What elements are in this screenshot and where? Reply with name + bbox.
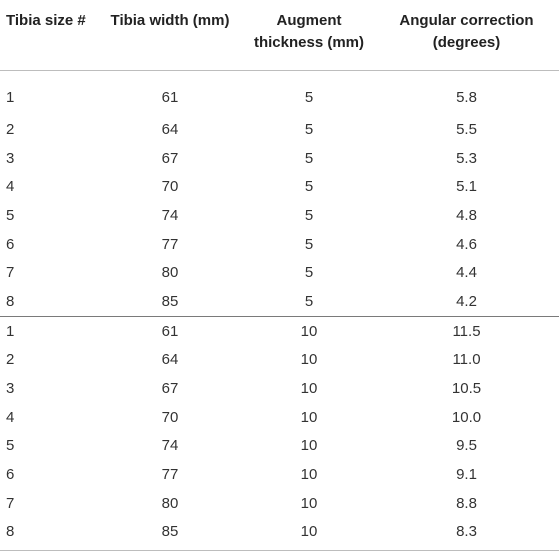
table-row: 2 64 10 11.0 — [0, 346, 559, 375]
table-row: 4 70 10 10.0 — [0, 403, 559, 432]
cell-augment-thickness: 5 — [304, 235, 314, 253]
cell-tibia-size: 2 — [6, 351, 15, 369]
table-row: 1 61 5 5.8 — [0, 71, 559, 116]
cell-augment-thickness: 5 — [304, 264, 314, 282]
table-row: 6 77 5 4.6 — [0, 230, 559, 259]
cell-tibia-size: 8 — [0, 287, 96, 317]
table-group-10mm: 1 61 10 11.5 2 64 10 11.0 3 67 10 10.5 4 70 10 10.0 5 74 1… — [0, 316, 559, 551]
cell-augment-thickness: 5 — [304, 206, 314, 224]
cell-angular-correction: 8.8 — [456, 494, 477, 512]
cell-tibia-size: 8 — [0, 517, 96, 551]
cell-angular-correction: 5.1 — [456, 178, 477, 196]
cell-angular-correction: 11.5 — [452, 322, 481, 340]
header-tibia-width: Tibia width (mm) — [96, 2, 244, 71]
cell-tibia-width: 61 — [161, 322, 179, 340]
cell-angular-correction: 10.0 — [451, 408, 482, 426]
cell-augment-thickness: 5 — [304, 88, 314, 106]
cell-augment-thickness: 5 — [244, 287, 374, 317]
cell-augment-thickness: 10 — [300, 351, 318, 369]
table-row: 2 64 5 5.5 — [0, 115, 559, 144]
cell-augment-thickness: 10 — [300, 322, 318, 340]
cell-tibia-size: 5 — [6, 206, 15, 224]
cell-augment-thickness: 10 — [300, 408, 318, 426]
cell-augment-thickness: 10 — [300, 437, 318, 455]
table-header: Tibia size # Tibia width (mm) Augment th… — [0, 2, 559, 71]
cell-angular-correction: 9.5 — [456, 437, 477, 455]
cell-tibia-width: 85 — [96, 287, 244, 317]
cell-tibia-size: 4 — [6, 408, 15, 426]
cell-tibia-width: 64 — [161, 120, 179, 138]
cell-tibia-width: 67 — [161, 380, 179, 398]
cell-tibia-width: 77 — [161, 235, 179, 253]
cell-tibia-width: 85 — [96, 517, 244, 551]
cell-tibia-width: 64 — [161, 351, 179, 369]
header-row: Tibia size # Tibia width (mm) Augment th… — [0, 2, 559, 71]
cell-angular-correction: 11.0 — [452, 351, 481, 369]
cell-tibia-width: 74 — [161, 437, 179, 455]
table-row: 3 67 5 5.3 — [0, 144, 559, 173]
table-row: 1 61 10 11.5 — [0, 316, 559, 345]
table-row: 7 80 5 4.4 — [0, 258, 559, 287]
cell-tibia-width: 74 — [161, 206, 179, 224]
cell-tibia-width: 80 — [161, 264, 179, 282]
cell-tibia-size: 5 — [6, 437, 15, 455]
cell-angular-correction: 10.5 — [451, 380, 482, 398]
cell-augment-thickness: 10 — [300, 466, 318, 484]
cell-angular-correction: 8.3 — [374, 517, 559, 551]
cell-angular-correction: 9.1 — [456, 466, 477, 484]
header-tibia-size: Tibia size # — [0, 2, 96, 71]
cell-angular-correction: 5.8 — [456, 88, 477, 106]
cell-tibia-width: 67 — [161, 149, 179, 167]
cell-tibia-size: 2 — [6, 120, 15, 138]
cell-tibia-size: 3 — [6, 380, 15, 398]
table-row: 8 85 5 4.2 — [0, 287, 559, 317]
table-row: 5 74 5 4.8 — [0, 201, 559, 230]
cell-tibia-size: 1 — [6, 322, 15, 340]
table-row: 3 67 10 10.5 — [0, 374, 559, 403]
header-angular-correction: Angular correction (degrees) — [374, 2, 559, 71]
cell-tibia-width: 80 — [161, 494, 179, 512]
table-row: 6 77 10 9.1 — [0, 460, 559, 489]
cell-augment-thickness: 5 — [304, 120, 314, 138]
cell-tibia-size: 1 — [6, 88, 15, 106]
cell-augment-thickness: 10 — [300, 380, 318, 398]
cell-angular-correction: 5.3 — [456, 149, 477, 167]
cell-tibia-size: 6 — [6, 235, 15, 253]
cell-tibia-size: 6 — [6, 466, 15, 484]
cell-angular-correction: 5.5 — [456, 120, 477, 138]
cell-augment-thickness: 10 — [300, 494, 318, 512]
cell-tibia-width: 61 — [161, 88, 179, 106]
cell-augment-thickness: 5 — [304, 149, 314, 167]
cell-augment-thickness: 5 — [304, 178, 314, 196]
cell-tibia-width: 77 — [161, 466, 179, 484]
cell-tibia-size: 7 — [6, 264, 15, 282]
cell-angular-correction: 4.6 — [456, 235, 477, 253]
cell-angular-correction: 4.8 — [456, 206, 477, 224]
cell-augment-thickness: 10 — [244, 517, 374, 551]
cell-tibia-size: 4 — [6, 178, 15, 196]
table-row: 8 85 10 8.3 — [0, 517, 559, 551]
table-row: 7 80 10 8.8 — [0, 489, 559, 518]
cell-tibia-size: 3 — [6, 149, 15, 167]
cell-angular-correction: 4.4 — [456, 264, 477, 282]
table-row: 5 74 10 9.5 — [0, 432, 559, 461]
table-row: 4 70 5 5.1 — [0, 172, 559, 201]
header-augment-thickness: Augment thickness (mm) — [244, 2, 374, 71]
cell-tibia-size: 7 — [6, 494, 15, 512]
table-group-5mm: 1 61 5 5.8 2 64 5 5.5 3 67 5 5.3 4 70 5 5.1 5 74 5 4.8 6 77 5 4… — [0, 71, 559, 317]
cell-angular-correction: 4.2 — [374, 287, 559, 317]
cell-tibia-width: 70 — [161, 408, 179, 426]
cell-tibia-width: 70 — [161, 178, 179, 196]
